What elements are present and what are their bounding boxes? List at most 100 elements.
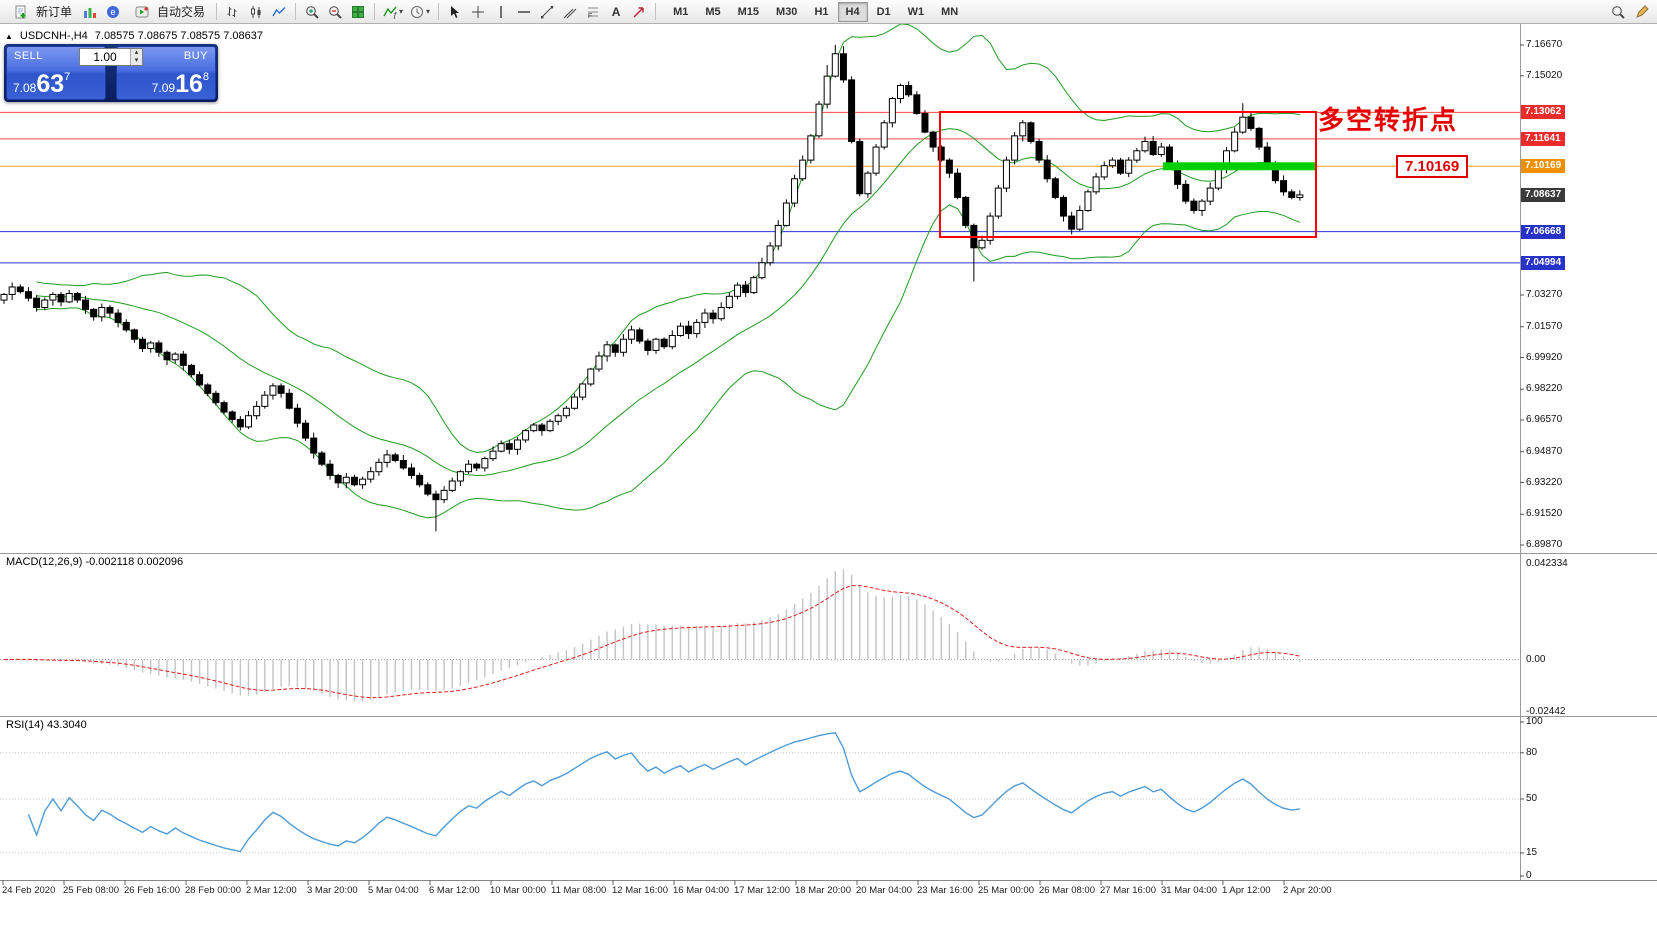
time-axis-label: 20 Mar 04:00 [856,885,912,896]
volume-spinner: ▴ ▾ [130,49,142,65]
axis-tick-label: 6.96570 [1526,414,1563,425]
crosshair-icon[interactable] [467,2,489,22]
candlestick-type-icon[interactable] [245,2,267,22]
autotrade-icon [131,2,153,22]
chevron-down-icon: ▾ [399,7,404,16]
text-icon[interactable]: A [611,4,621,19]
time-axis-label: 25 Mar 00:00 [978,885,1034,896]
time-axis-label: 23 Mar 16:00 [917,885,973,896]
charts-icon[interactable] [79,2,101,22]
time-axis-label: 31 Mar 04:00 [1161,885,1217,896]
arrows-icon[interactable] [628,2,650,22]
axis-tick-label: -0.02442 [1526,706,1566,717]
zoom-out-icon[interactable] [324,2,346,22]
time-axis-label: 17 Mar 12:00 [734,885,790,896]
chevron-down-icon: ▾ [426,7,431,16]
axis-tick-label: 6.94870 [1526,445,1563,457]
time-axis-label: 26 Mar 08:00 [1039,885,1095,896]
time-axis-label: 2 Apr 20:00 [1283,885,1332,896]
timeframe-d1-button[interactable]: D1 [876,5,891,18]
axis-tick-label: 7.15020 [1526,69,1563,81]
time-axis-label: 28 Feb 00:00 [185,885,241,896]
ohlc-values: 7.08575 7.08675 7.08575 7.08637 [94,30,263,42]
toolbar-separator [655,3,657,20]
new-order-label: 新订单 [36,5,73,19]
buy-price: 7.09168 [151,70,209,98]
sell-label: SELL [14,50,43,62]
edit-icon[interactable] [1631,2,1653,22]
time-axis-label: 12 Mar 16:00 [612,885,668,896]
current-price-label: 7.08637 [1521,187,1566,202]
toolbar: 新订单 e 自动交易 ƒ ▾ ▾ F A M1 M5 M15 M30 H1 H4 D1 W1 MN [0,0,1657,24]
new-order-button[interactable]: 新订单 [4,2,78,22]
templates-dropdown[interactable]: ▾ [407,2,433,22]
axis-tick-label: 80 [1526,746,1538,758]
chart-canvas[interactable] [0,24,1657,950]
axis-tick-label: 15 [1526,846,1538,858]
axis-tick-label: 7.03270 [1526,289,1563,300]
search-icon[interactable] [1607,2,1629,22]
axis-tick-label: 0.00 [1526,653,1546,665]
svg-text:e: e [111,7,116,17]
svg-text:ƒ: ƒ [393,11,397,19]
volume-value: 1.00 [93,50,117,64]
trendline-icon[interactable] [536,2,558,22]
price-tag-label[interactable]: 7.10169 [1396,155,1469,178]
vertical-line-icon[interactable] [490,2,512,22]
timeframe-h4-button[interactable]: H4 [837,1,868,22]
timeframe-toolbar: M1 M5 M15 M30 H1 H4 D1 W1 MN [665,1,966,22]
price-axis[interactable]: 7.16670 7.15020 7.03270 7.01570 6.99920 6.982… [1520,24,1657,926]
bar-chart-type-icon[interactable] [222,2,244,22]
price-line-label: 7.06668 [1521,224,1566,239]
time-axis-label: 25 Feb 08:00 [63,885,119,896]
price-line-label: 7.11641 [1521,131,1565,146]
one-click-trading-panel: SELL 7.08637 1.00 ▴ ▾ BUY 7.09168 [4,44,218,102]
timeframe-m1-button[interactable]: M1 [673,5,689,18]
collapse-ohlc-icon[interactable]: ▲ [5,31,13,41]
timeframe-w1-button[interactable]: W1 [907,5,925,18]
line-chart-type-icon[interactable] [268,2,290,22]
timeframe-m30-button[interactable]: M30 [776,5,798,18]
time-axis-label: 24 Feb 2020 [2,885,56,896]
axis-tick-label: 0.042334 [1526,558,1568,569]
volume-down-icon[interactable]: ▾ [131,57,142,65]
horizontal-line-icon[interactable] [513,2,535,22]
zoom-in-icon[interactable] [301,2,323,22]
timeframe-h1-button[interactable]: H1 [814,5,829,18]
axis-tick-label: 6.91520 [1526,508,1563,520]
axis-tick-label: 6.99920 [1526,351,1563,363]
time-axis-label: 5 Mar 04:00 [368,885,419,896]
sell-price: 7.08637 [13,70,71,98]
axis-tick-label: 0 [1526,870,1532,881]
axis-tick-label: 6.98220 [1526,383,1563,395]
symbol-label: USDCNH-,H4 [19,30,88,42]
chart-text-annotation[interactable]: 多空转折点 [1318,105,1459,135]
toolbar-separator [438,3,440,20]
toolbar-separator [374,3,376,20]
time-axis[interactable]: 24 Feb 2020 25 Feb 08:00 26 Feb 16:00 28 Fe… [0,880,1520,904]
time-axis-label: 26 Feb 16:00 [124,885,180,896]
chart-area: ▲ USDCNH-,H4 7.08575 7.08675 7.08575 7.0… [0,24,1657,950]
symbol-info: ▲ USDCNH-,H4 7.08575 7.08675 7.08575 7.0… [5,30,263,42]
indicators-dropdown[interactable]: ƒ ▾ [380,2,406,22]
time-axis-label: 16 Mar 04:00 [673,885,729,896]
toolbar-separator [295,3,297,20]
time-axis-label: 18 Mar 20:00 [795,885,851,896]
tile-windows-icon[interactable] [347,2,369,22]
autotrade-label: 自动交易 [157,5,206,19]
volume-input[interactable]: 1.00 ▴ ▾ [79,48,143,66]
autotrade-button[interactable]: 自动交易 [125,2,211,22]
volume-up-icon[interactable]: ▴ [131,49,142,57]
metaeditor-icon[interactable]: e [102,2,124,22]
time-axis-label: 3 Mar 20:00 [307,885,358,896]
axis-tick-label: 6.89870 [1526,539,1563,550]
timeframe-m15-button[interactable]: M15 [737,5,760,18]
timeframe-mn-button[interactable]: MN [941,5,959,18]
time-axis-label: 11 Mar 08:00 [551,885,607,896]
fibonacci-icon[interactable]: F [582,2,604,22]
timeframe-m5-button[interactable]: M5 [705,5,721,18]
channel-icon[interactable] [559,2,581,22]
axis-tick-label: 50 [1526,793,1538,804]
cursor-icon[interactable] [444,2,466,22]
